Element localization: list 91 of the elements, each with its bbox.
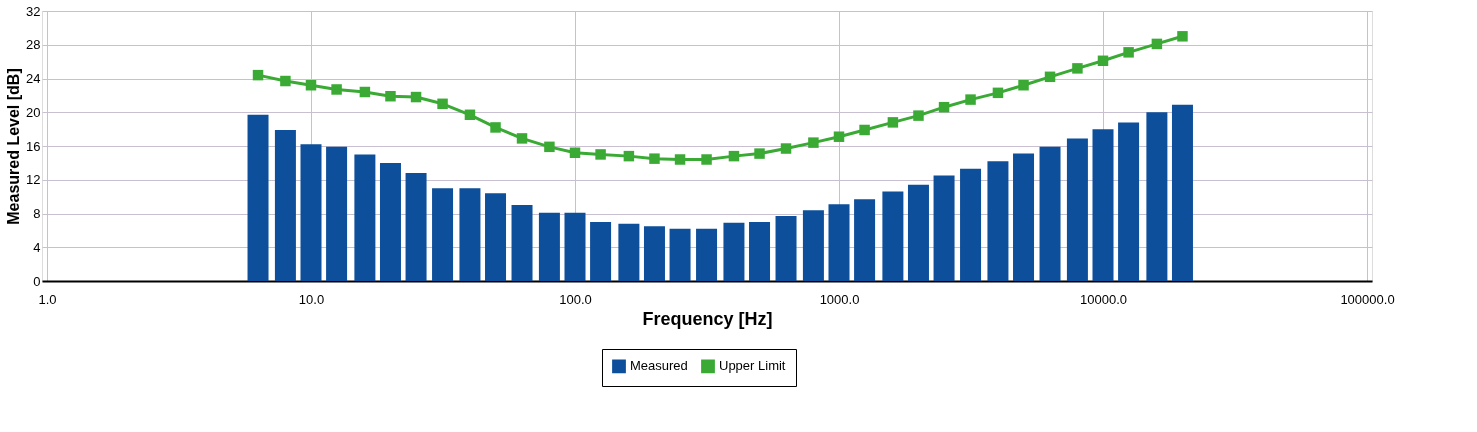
legend-label: Upper Limit [719,358,786,374]
bar [1039,146,1061,281]
bar [590,221,612,281]
bar [775,216,797,281]
bar [854,199,876,281]
point [595,149,606,160]
bar [907,184,929,281]
x-tick-label: 10.0 [298,291,325,307]
x-tick-label: 100000.0 [1340,291,1395,307]
point [280,75,291,87]
point [385,90,396,102]
point [359,86,371,98]
point [965,94,976,105]
y-tick-label: 8 [33,206,41,221]
bar [643,226,665,281]
bar [960,168,982,281]
y-tick-label: 32 [26,3,41,19]
point [754,148,765,159]
bar [1092,129,1114,281]
point [305,80,317,91]
y-tick-label: 16 [26,138,41,154]
point [252,69,264,81]
bar [749,221,771,281]
point [938,101,950,113]
point [410,91,422,103]
y-tick-label: 12 [26,172,41,188]
x-tick-label: 1.0 [38,291,57,307]
bar [538,212,560,281]
point [701,154,712,165]
y-tick-label: 4 [33,239,41,255]
y-tick-label: 20 [26,104,41,120]
point [1044,71,1056,83]
bar [1013,153,1035,281]
x-axis-title: Frequency [Hz] [642,308,773,329]
point [1123,47,1134,58]
point [913,110,924,121]
bar [485,193,507,281]
bar [326,146,348,281]
point [1177,31,1188,42]
point [544,141,555,153]
point [780,143,792,154]
bar [669,228,691,281]
point [1097,55,1109,67]
point [808,137,819,148]
bar [618,223,640,281]
bar [354,154,376,281]
point [887,117,899,128]
bar [1146,112,1168,281]
bar [300,144,322,281]
point [516,133,528,144]
y-tick-label: 28 [26,37,41,53]
bar [828,204,850,281]
point [490,122,501,133]
point [623,150,635,162]
y-tick-label: 0 [33,273,41,289]
bar [459,188,481,281]
bar [1118,122,1140,281]
point [331,84,342,95]
bar [1066,138,1088,281]
bar [987,161,1009,281]
bar [379,162,401,281]
point [1072,63,1083,74]
bar [723,222,745,281]
point [464,109,476,121]
bar [933,175,955,281]
point [569,147,581,158]
y-axis-title: Measured Level [dB] [5,68,23,225]
point [859,124,870,136]
point [992,87,1004,99]
point [833,131,845,142]
bar [696,228,718,281]
point [1018,80,1029,91]
x-tick-label: 10000.0 [1080,291,1127,307]
bar [405,173,427,281]
legend-label: Measured [630,358,688,374]
point [728,150,740,162]
bar [511,205,533,281]
bar [432,188,454,281]
bar [274,129,296,281]
y-tick-label: 24 [26,71,41,86]
point [1151,38,1163,50]
bar [564,212,586,281]
point [674,154,686,165]
x-tick-label: 1000.0 [819,291,860,307]
bar [802,210,824,281]
point [437,98,448,110]
bar [882,191,904,281]
bar [1171,104,1193,281]
point [649,153,660,164]
x-tick-label: 100.0 [559,291,592,307]
bar [247,114,269,281]
